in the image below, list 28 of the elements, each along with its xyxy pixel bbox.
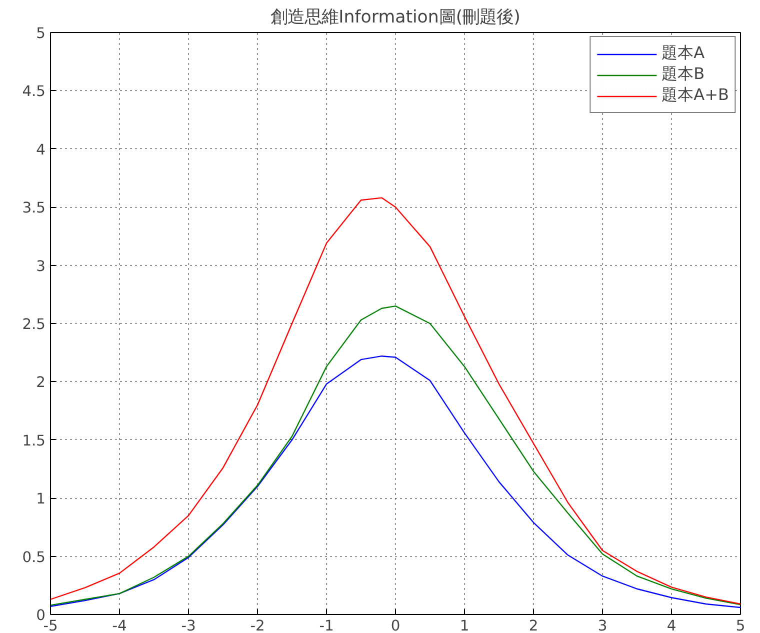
x-tick-label: -2: [250, 618, 265, 633]
legend-label: 題本A+B: [662, 85, 729, 106]
x-tick-label: -1: [319, 618, 334, 633]
x-tick-label: 1: [460, 618, 470, 633]
y-tick-label: 3.5: [22, 200, 46, 217]
y-tick-label: 4.5: [22, 83, 46, 100]
y-tick-label: 3: [36, 258, 46, 275]
y-tick-label: 1.5: [22, 432, 46, 450]
line-series: [50, 355, 740, 608]
x-tick-label: 2: [528, 618, 538, 633]
y-tick-label: 2: [36, 374, 46, 392]
y-tick-label: 1: [36, 490, 46, 508]
y-tick-label: 5: [36, 25, 46, 42]
chart-title: 創造思維Information圖(刪題後): [270, 8, 520, 28]
legend-label: 題本A: [662, 43, 705, 64]
x-tick-label: -4: [112, 618, 127, 633]
x-tick-label: 4: [666, 618, 676, 633]
x-tick-label: -5: [43, 618, 58, 633]
y-tick-label: 2.5: [22, 316, 46, 333]
x-tick-label: 5: [736, 618, 746, 633]
y-tick-label: 0.5: [22, 548, 46, 566]
line-series: [50, 197, 740, 605]
x-tick-label: 3: [598, 618, 608, 633]
y-tick-label: 4: [36, 141, 46, 158]
line-series: [50, 305, 740, 606]
x-tick-label: 0: [390, 618, 400, 633]
x-tick-label: -3: [181, 618, 196, 633]
legend-label: 題本B: [662, 64, 705, 85]
